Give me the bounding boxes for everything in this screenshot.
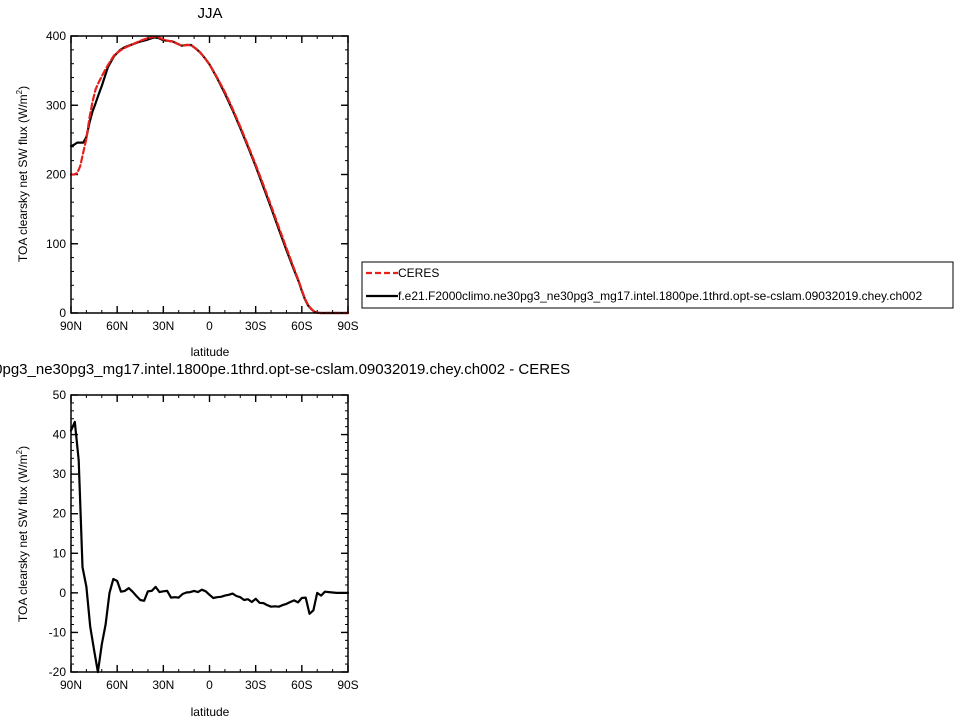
bottom-y-tick-label: 50 bbox=[53, 388, 67, 402]
bottom-x-tick-label: 30S bbox=[245, 678, 266, 692]
bottom-y-axis-label-tail: ) bbox=[16, 446, 30, 450]
top-x-tick-label: 60S bbox=[291, 319, 312, 333]
bottom-y-tick-label: 40 bbox=[53, 428, 67, 442]
bottom-plot-lines bbox=[69, 420, 350, 674]
top-y-axis-label-tail: ) bbox=[16, 86, 30, 90]
bottom-x-tick-label: 60N bbox=[106, 678, 128, 692]
bottom-y-tick-label: -20 bbox=[49, 665, 67, 679]
top-plot-lines bbox=[69, 35, 350, 315]
top-series-line-ceres bbox=[69, 35, 350, 315]
legend-box bbox=[361, 261, 954, 309]
legend: CERES f.e21.F2000climo.ne30pg3_ne30pg3_m… bbox=[361, 261, 954, 309]
legend-ceres-label: CERES bbox=[398, 266, 439, 280]
top-y-axis-label: TOA clearsky net SW flux (W/m2) bbox=[15, 86, 30, 262]
bottom-y-axis-label-sup: 2 bbox=[15, 449, 24, 454]
bottom-x-axis-label: latitude bbox=[191, 705, 230, 719]
top-y-axis-label-sup: 2 bbox=[15, 89, 24, 94]
bottom-y-axis-label-main: TOA clearsky net SW flux (W/m bbox=[16, 454, 30, 622]
top-y-axis-label-main: TOA clearsky net SW flux (W/m bbox=[16, 94, 30, 262]
top-chart-title: JJA bbox=[197, 5, 222, 22]
bottom-x-tick-label: 90N bbox=[60, 678, 82, 692]
bottom-axis-ticks: 90N 60N 30N 0 30S 60S 90S -20 -10 0 10 20 30 40 50 bbox=[49, 388, 359, 692]
top-y-tick-label: 0 bbox=[59, 306, 66, 320]
bottom-chart-title: f.e21.F2000climo.ne30pg3_ne30pg3_mg17.in… bbox=[0, 361, 570, 378]
bottom-y-tick-label: -10 bbox=[49, 625, 67, 639]
bottom-panel: f.e21.F2000climo.ne30pg3_ne30pg3_mg17.in… bbox=[0, 361, 570, 719]
top-axis-ticks: 90N 60N 30N 0 30S 60S 90S 0 100 200 300 400 bbox=[46, 29, 359, 333]
bottom-y-tick-label: 20 bbox=[53, 507, 67, 521]
top-series-line-model bbox=[69, 36, 350, 315]
bottom-y-tick-label: 30 bbox=[53, 467, 67, 481]
bottom-plot-frame bbox=[70, 394, 349, 673]
top-panel: JJA TOA clearsky net SW flux (W/m2) lati… bbox=[15, 5, 359, 359]
bottom-x-tick-label: 60S bbox=[291, 678, 312, 692]
bottom-y-tick-label: 10 bbox=[53, 546, 67, 560]
bottom-y-tick-label: 0 bbox=[59, 586, 66, 600]
top-x-tick-label: 90S bbox=[337, 319, 358, 333]
top-plot-frame bbox=[70, 35, 349, 314]
bottom-y-axis-label: TOA clearsky net SW flux (W/m2) bbox=[15, 446, 30, 622]
top-x-tick-label: 0 bbox=[206, 319, 213, 333]
bottom-x-tick-label: 30N bbox=[152, 678, 174, 692]
top-y-tick-label: 300 bbox=[46, 98, 66, 112]
top-x-axis-label: latitude bbox=[191, 345, 230, 359]
bottom-series-line-model bbox=[69, 420, 350, 674]
top-x-tick-label: 60N bbox=[106, 319, 128, 333]
top-x-tick-label: 90N bbox=[60, 319, 82, 333]
bottom-x-tick-label: 0 bbox=[206, 678, 213, 692]
top-y-tick-label: 200 bbox=[46, 168, 66, 182]
top-y-tick-label: 400 bbox=[46, 29, 66, 43]
top-y-tick-label: 100 bbox=[46, 237, 66, 251]
legend-model-label: f.e21.F2000climo.ne30pg3_ne30pg3_mg17.in… bbox=[398, 289, 922, 303]
bottom-x-tick-label: 90S bbox=[337, 678, 358, 692]
top-x-tick-label: 30S bbox=[245, 319, 266, 333]
top-x-tick-label: 30N bbox=[152, 319, 174, 333]
